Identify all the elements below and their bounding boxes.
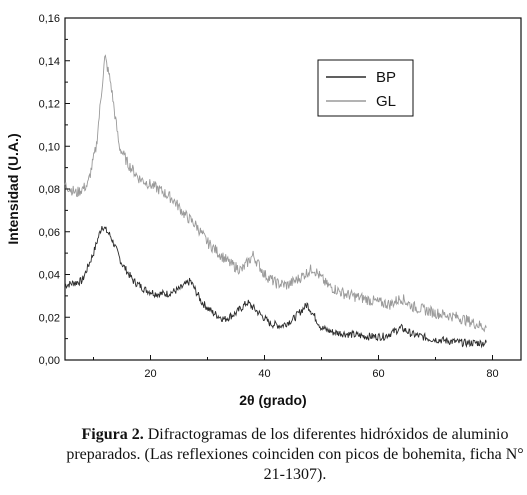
y-tick-label: 0,02 bbox=[39, 312, 60, 324]
y-axis-title: Intensidad (U.A.) bbox=[5, 133, 21, 244]
xrd-chart: 0,00 0,02 0,04 0,06 0,08 0,10 0,12 0,14 0,16 20 40… bbox=[5, 13, 522, 408]
y-tick-label: 0,04 bbox=[39, 270, 60, 282]
x-tick-label: 80 bbox=[486, 368, 498, 380]
y-tick-label: 0,12 bbox=[39, 99, 60, 111]
figure-caption: Figura 2. Difractogramas de los diferent… bbox=[60, 425, 527, 485]
y-tick-label: 0,06 bbox=[39, 227, 60, 239]
caption-text: Difractogramas de los diferentes hidróxi… bbox=[66, 426, 524, 483]
caption-label: Figura 2. bbox=[81, 426, 144, 443]
axes-layer: 0,00 0,02 0,04 0,06 0,08 0,10 0,12 0,14 0,16 20 40… bbox=[39, 13, 499, 380]
series-line-gl bbox=[64, 54, 487, 333]
legend-label-gl: GL bbox=[376, 93, 396, 110]
x-tick-label: 40 bbox=[258, 368, 270, 380]
legend-label-bp: BP bbox=[376, 69, 396, 86]
x-tick-label: 60 bbox=[372, 368, 384, 380]
y-tick-label: 0,00 bbox=[39, 355, 60, 367]
y-tick-label: 0,08 bbox=[39, 184, 60, 196]
y-tick-label: 0,16 bbox=[39, 13, 60, 25]
plot-frame bbox=[64, 17, 522, 361]
series-line-bp bbox=[64, 226, 487, 349]
x-axis-title: 2θ (grado) bbox=[239, 392, 306, 408]
chart-svg: 0,00 0,02 0,04 0,06 0,08 0,10 0,12 0,14 0,16 20 40… bbox=[5, 13, 522, 408]
plot-area bbox=[64, 17, 522, 361]
x-tick-label: 20 bbox=[144, 368, 156, 380]
y-tick-label: 0,10 bbox=[39, 141, 60, 153]
legend-box bbox=[317, 59, 414, 117]
y-tick-label: 0,14 bbox=[39, 56, 60, 68]
series-layer bbox=[64, 54, 487, 349]
legend: BP GL bbox=[317, 59, 414, 117]
